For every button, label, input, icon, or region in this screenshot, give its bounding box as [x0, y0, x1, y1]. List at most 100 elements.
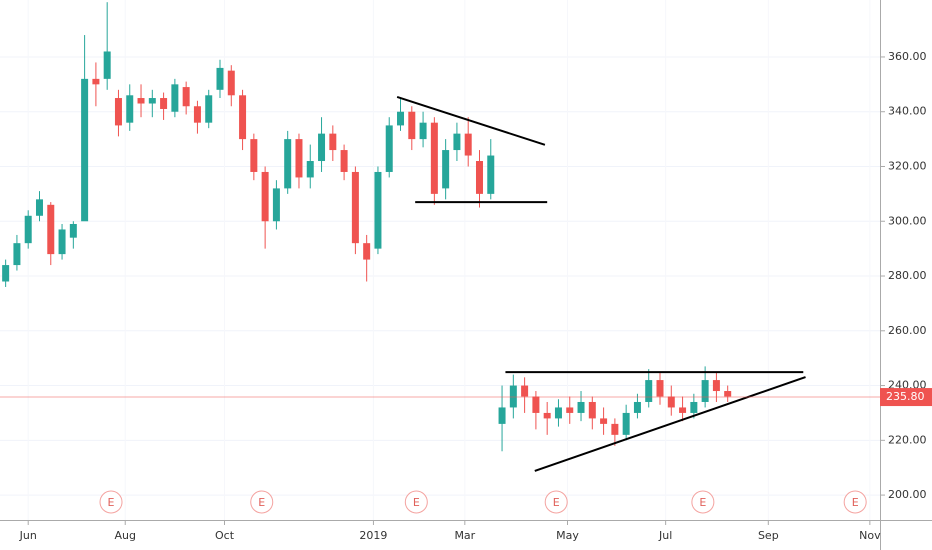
candle-body — [205, 95, 213, 123]
earnings-label: E — [852, 496, 859, 509]
candle-body — [47, 204, 55, 255]
y-tick-label: 200.00 — [888, 488, 927, 501]
candle-body — [600, 418, 608, 424]
candle-body — [690, 401, 698, 413]
y-tick-label: 360.00 — [888, 50, 927, 63]
earnings-marker — [250, 490, 274, 514]
earnings-marker — [691, 490, 715, 514]
earnings-marker — [99, 490, 123, 514]
candle-body — [250, 139, 258, 172]
x-tick-label: 2019 — [359, 529, 387, 542]
candle-body — [453, 133, 461, 151]
candle-body — [363, 243, 371, 260]
candle-body — [318, 133, 326, 162]
candle-body — [442, 150, 450, 189]
trendline — [396, 95, 546, 146]
candle-body — [464, 133, 472, 156]
candle-body — [498, 407, 506, 424]
candle-body — [227, 70, 235, 96]
candle-body — [13, 243, 21, 266]
candle-body — [239, 95, 247, 140]
x-tick-label: May — [556, 529, 579, 542]
candle-body — [126, 95, 134, 123]
candle-body — [645, 380, 653, 402]
earnings-marker — [544, 490, 568, 514]
candle-body — [701, 380, 709, 402]
trendline — [534, 376, 806, 472]
candle-body — [193, 106, 201, 123]
candle-body — [385, 125, 393, 172]
candle-body — [521, 385, 529, 397]
y-tick-label: 300.00 — [888, 214, 927, 227]
y-tick-label: 340.00 — [888, 105, 927, 118]
candle-body — [633, 401, 641, 413]
x-tick-label: Oct — [215, 529, 235, 542]
x-tick-label: Sep — [758, 529, 779, 542]
candle-body — [397, 111, 405, 126]
candle-body — [577, 401, 585, 413]
candle-body — [374, 171, 382, 249]
candle-body — [137, 98, 145, 104]
earnings-label: E — [553, 496, 560, 509]
candle-body — [679, 407, 687, 413]
candle-body — [419, 122, 427, 140]
last-price-label: 235.80 — [886, 390, 925, 403]
candle-body — [588, 401, 596, 419]
earnings-marker — [843, 490, 867, 514]
candle-body — [487, 155, 495, 194]
y-tick-label: 260.00 — [888, 324, 927, 337]
candle-body — [295, 139, 303, 178]
candle-body — [408, 111, 416, 140]
candle-body — [611, 423, 619, 435]
candle-body — [272, 188, 280, 222]
candle-body — [171, 84, 179, 112]
candle-body — [712, 380, 720, 392]
candle-body — [69, 223, 77, 238]
candle-body — [340, 150, 348, 172]
candle-body — [92, 78, 100, 85]
earnings-label: E — [108, 496, 115, 509]
candle-body — [724, 391, 732, 397]
candle-body — [114, 98, 122, 126]
candle-body — [430, 122, 438, 194]
grid — [0, 56, 880, 496]
candle-body — [656, 380, 664, 397]
candle-body — [216, 67, 224, 90]
candle-body — [35, 199, 43, 216]
earnings-label: E — [699, 496, 706, 509]
last-price-box — [880, 388, 932, 407]
candle-body — [532, 396, 540, 413]
candle-body — [543, 412, 551, 419]
candle-body — [103, 51, 111, 79]
candle-body — [148, 98, 156, 104]
axes: 200.00220.00240.00260.00280.00300.00320.… — [19, 50, 932, 542]
candle-body — [261, 171, 269, 222]
candle-body — [81, 78, 89, 222]
x-tick-label: Mar — [454, 529, 475, 542]
candle-body — [182, 87, 190, 107]
x-tick-label: Aug — [114, 529, 135, 542]
candle-body — [24, 215, 32, 244]
candle-body — [284, 139, 292, 189]
candle-body — [306, 161, 314, 178]
candle-body — [622, 412, 630, 435]
x-tick-label: Nov — [859, 529, 881, 542]
candle-body — [667, 396, 675, 408]
x-tick-label: Jun — [19, 529, 37, 542]
candle-body — [509, 385, 517, 408]
candle-body — [160, 98, 168, 109]
earnings-label: E — [413, 496, 420, 509]
x-tick-label: Jul — [658, 529, 672, 542]
candle-body — [554, 407, 562, 419]
candle-body — [475, 161, 483, 194]
candle-body — [58, 229, 66, 255]
candle-body — [2, 265, 10, 282]
candle-body — [329, 133, 337, 151]
y-tick-label: 320.00 — [888, 159, 927, 172]
candle-body — [351, 171, 359, 244]
earnings-label: E — [258, 496, 265, 509]
earnings-marker — [404, 490, 428, 514]
y-tick-label: 280.00 — [888, 269, 927, 282]
